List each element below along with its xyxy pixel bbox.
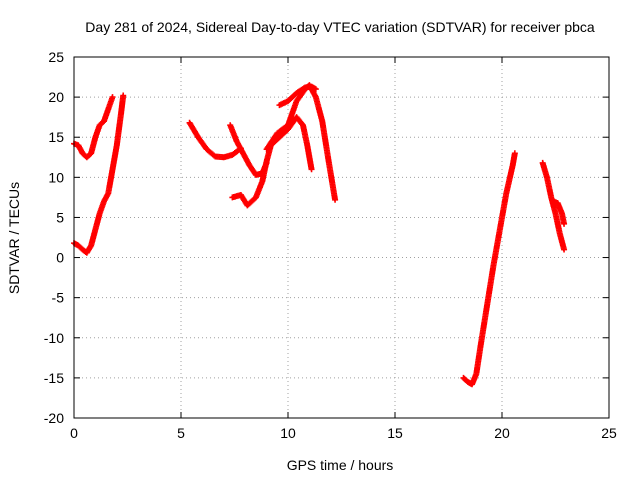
data-point	[561, 246, 568, 253]
axis-ticks: 0 5 10 15 20 25 -20 -15 -10 -5 0 5 10 15 20 25	[44, 49, 617, 441]
x-axis-label: GPS time / hours	[287, 457, 394, 473]
x-tick-label: 5	[177, 425, 185, 441]
data-point	[561, 220, 568, 227]
plot-frame	[73, 56, 610, 419]
data-series	[460, 150, 518, 388]
y-tick-label: 5	[56, 209, 64, 225]
chart-title: Day 281 of 2024, Sidereal Day-to-day VTE…	[85, 19, 595, 35]
x-tick-label: 20	[494, 425, 510, 441]
data-series	[539, 159, 568, 253]
y-tick-label: 15	[48, 129, 64, 145]
data-points	[71, 82, 568, 388]
data-series	[229, 114, 315, 209]
data-series	[550, 198, 568, 227]
y-tick-label: 0	[56, 250, 64, 266]
y-tick-label: -10	[44, 330, 64, 346]
grid-lines	[74, 57, 609, 418]
y-tick-label: -15	[44, 370, 64, 386]
data-point	[511, 150, 518, 157]
data-series	[71, 94, 116, 161]
x-tick-label: 10	[280, 425, 296, 441]
y-tick-label: -20	[44, 410, 64, 426]
data-point	[308, 166, 315, 173]
x-tick-label: 15	[387, 425, 403, 441]
data-point	[312, 86, 319, 93]
y-axis-label: SDTVAR / TECUs	[6, 182, 22, 294]
data-series	[276, 83, 319, 109]
y-tick-label: 25	[48, 49, 64, 65]
y-tick-label: 20	[48, 89, 64, 105]
x-tick-label: 0	[70, 425, 78, 441]
x-tick-label: 25	[601, 425, 617, 441]
data-point	[109, 94, 116, 101]
data-point	[120, 92, 127, 99]
y-tick-label: -5	[52, 290, 65, 306]
data-series	[71, 92, 127, 256]
y-tick-label: 10	[48, 169, 64, 185]
data-point	[332, 196, 339, 203]
